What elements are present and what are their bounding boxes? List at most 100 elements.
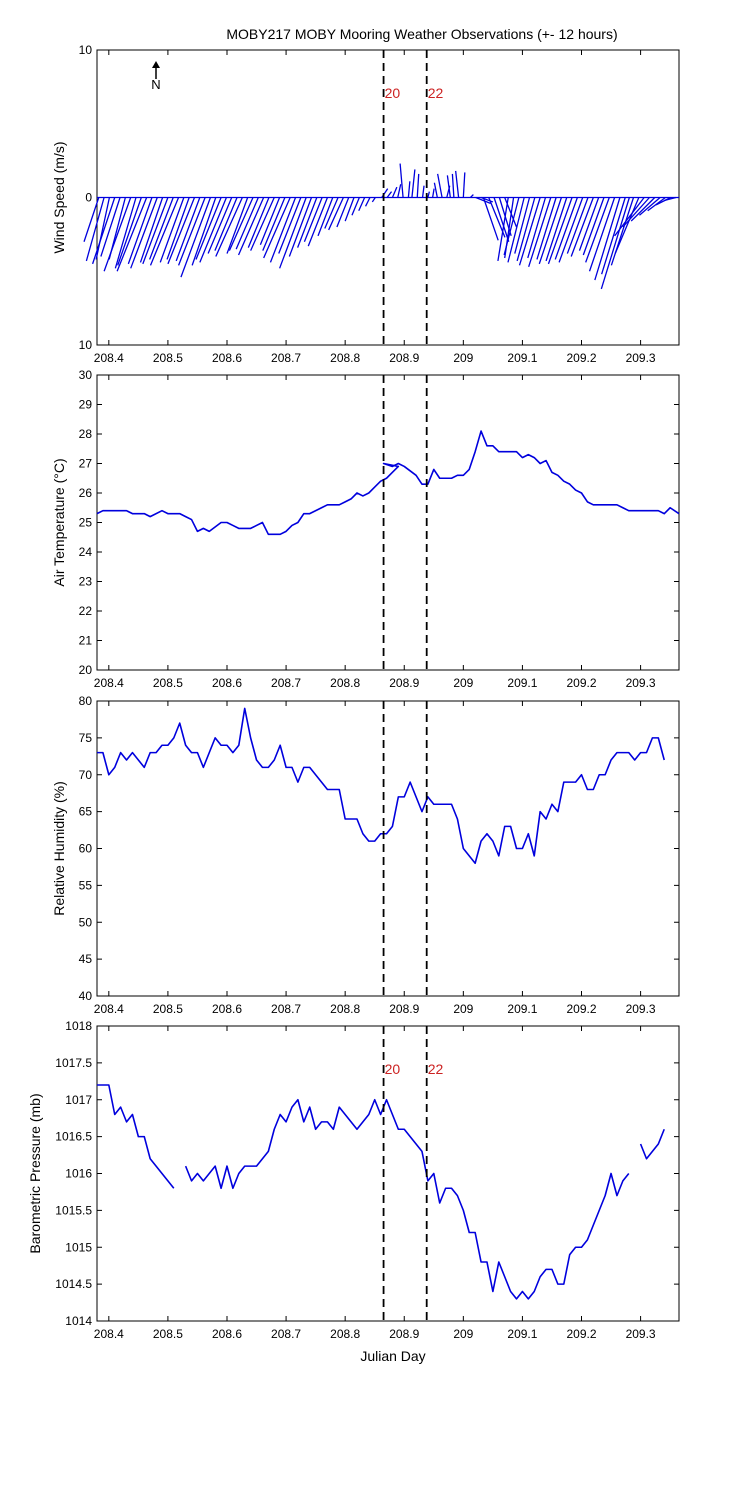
- x-tick-label: 209.2: [566, 676, 596, 690]
- wind-vector: [371, 197, 376, 203]
- x-tick-label: 208.9: [389, 351, 419, 365]
- y-tick-label: 55: [79, 878, 93, 892]
- x-tick-label: 209.2: [566, 1327, 596, 1341]
- wind-vector: [566, 197, 589, 254]
- wind-vector: [262, 197, 286, 251]
- event-marker-label: 20: [385, 1061, 401, 1077]
- x-tick-label: 209.3: [626, 1327, 656, 1341]
- x-tick-label: 208.5: [153, 351, 183, 365]
- wind-vector: [594, 197, 621, 281]
- wind-vector: [159, 197, 185, 263]
- air-temperature-panel: 20 21 22 23 24 25 26 27 28 29 30 208.4 208.5 208.6 208…: [51, 368, 680, 690]
- wind-vector: [514, 197, 531, 254]
- series-line-pressure: [639, 1128, 665, 1160]
- y-tick-label: 1015.5: [55, 1203, 92, 1217]
- wind-vector: [558, 197, 584, 263]
- wind-vector: [91, 197, 116, 265]
- y-axis-label: Relative Humidity (%): [51, 781, 67, 916]
- wind-vector: [431, 188, 435, 198]
- y-tick-label: 28: [79, 427, 93, 441]
- barometric-pressure-panel: 1014 1014.5 1015 1015.5 1016 1016.5 1017 1017.5…: [27, 1019, 680, 1341]
- wind-vector: [269, 197, 297, 263]
- wind-vector: [303, 197, 323, 242]
- wind-vector: [475, 196, 491, 205]
- wind-vector: [191, 197, 217, 266]
- wind-vector: [100, 197, 121, 257]
- wind-vector: [199, 197, 228, 263]
- wind-vector: [297, 197, 318, 248]
- x-tick-label: 209: [453, 1327, 473, 1341]
- y-tick-label: 1017: [65, 1093, 92, 1107]
- wind-vector: [504, 197, 518, 228]
- y-tick-label: 1014.5: [55, 1277, 92, 1291]
- wind-vector: [547, 197, 573, 265]
- plot-frame: [96, 700, 680, 997]
- x-tick-label: 208.4: [94, 1327, 124, 1341]
- north-arrow: N: [151, 61, 161, 92]
- wind-vector: [664, 196, 677, 202]
- y-tick-label: 0: [85, 191, 92, 205]
- north-label: N: [151, 77, 160, 92]
- y-tick-label: 25: [79, 516, 93, 530]
- x-tick-label: 209: [453, 676, 473, 690]
- x-tick-label: 209.1: [507, 676, 537, 690]
- wind-vector: [497, 197, 509, 262]
- y-tick-label: 1018: [65, 1019, 92, 1033]
- wind-vector: [518, 197, 541, 266]
- y-tick-label: 22: [79, 604, 93, 618]
- wind-vector: [364, 197, 371, 207]
- wind-vector: [259, 197, 281, 245]
- y-tick-label: 10: [79, 43, 93, 57]
- wind-vector: [437, 173, 443, 198]
- wind-vector: [116, 197, 148, 272]
- wind-vector: [482, 197, 499, 241]
- y-tick-label: 45: [79, 952, 93, 966]
- wind-vector: [279, 197, 307, 269]
- wind-vector: [351, 197, 360, 216]
- x-tick-label: 209.1: [507, 1327, 537, 1341]
- wind-vector: [622, 197, 650, 228]
- x-tick-label: 208.7: [271, 1327, 301, 1341]
- wind-vector: [85, 197, 105, 262]
- series-line-pressure: [184, 1098, 630, 1300]
- x-tick-label: 208.6: [212, 1002, 242, 1016]
- x-tick-label: 208.8: [330, 351, 360, 365]
- wind-vector: [588, 197, 616, 272]
- wind-vector: [214, 197, 238, 251]
- y-tick-label: 1015: [65, 1240, 92, 1254]
- wind-vector: [177, 197, 206, 266]
- x-tick-label: 209: [453, 1002, 473, 1016]
- y-tick-label: 10: [79, 338, 93, 352]
- x-tick-label: 209: [453, 351, 473, 365]
- wind-vector: [103, 197, 132, 272]
- wind-vector: [614, 197, 640, 254]
- wind-vector: [235, 197, 259, 250]
- y-tick-label: 80: [79, 694, 93, 708]
- y-axis-label: Barometric Pressure (mb): [27, 1093, 43, 1253]
- y-tick-label: 21: [79, 634, 93, 648]
- wind-vector: [630, 197, 656, 222]
- wind-vector: [226, 197, 249, 254]
- wind-vector: [336, 197, 350, 228]
- wind-vector: [421, 185, 425, 198]
- x-tick-label: 208.4: [94, 676, 124, 690]
- figure-title: MOBY217 MOBY Mooring Weather Observation…: [226, 26, 617, 42]
- x-tick-label: 208.9: [389, 676, 419, 690]
- wind-vector: [263, 197, 291, 259]
- wind-vector: [167, 197, 196, 265]
- x-tick-label: 208.7: [271, 351, 301, 365]
- y-tick-label: 1016: [65, 1167, 92, 1181]
- x-tick-label: 209.3: [626, 351, 656, 365]
- wind-vector: [614, 197, 645, 237]
- wind-vector: [545, 197, 568, 262]
- wind-vector: [536, 197, 557, 260]
- x-tick-label: 208.6: [212, 351, 242, 365]
- wind-vector: [516, 197, 536, 262]
- wind-vector: [528, 197, 552, 268]
- y-tick-label: 50: [79, 915, 93, 929]
- x-tick-label: 208.5: [153, 676, 183, 690]
- y-axis-label: Wind Speed (m/s): [51, 141, 67, 253]
- y-tick-label: 23: [79, 575, 93, 589]
